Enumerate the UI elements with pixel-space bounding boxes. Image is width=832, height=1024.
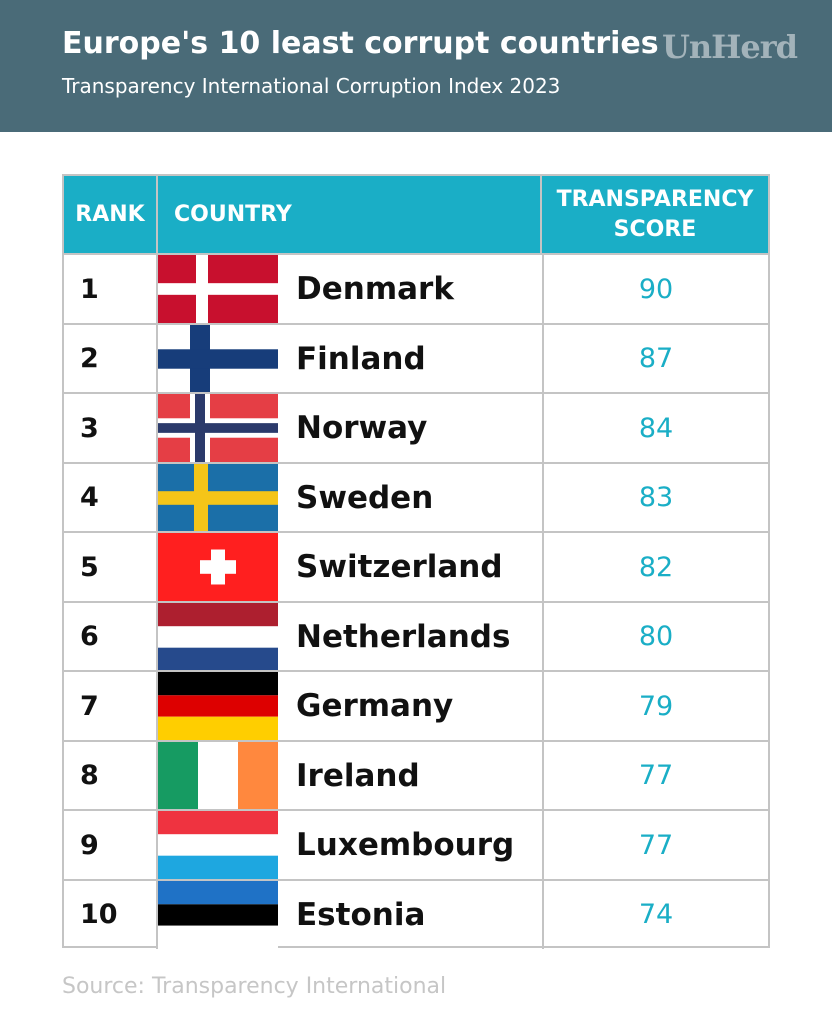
score-cell: 79: [542, 672, 768, 740]
table-row: 4 Sweden 83: [64, 461, 768, 532]
table-row: 8 Ireland 77: [64, 739, 768, 810]
rank-cell: 1: [64, 255, 158, 323]
country-cell: Germany: [296, 688, 454, 724]
germany-flag-icon: [158, 672, 278, 740]
table-header: RANK COUNTRY TRANSPARENCY SCORE: [64, 176, 768, 253]
page-subtitle: Transparency International Corruption In…: [62, 74, 561, 98]
country-cell: Finland: [296, 340, 426, 377]
source-note: Source: Transparency International: [62, 974, 447, 999]
table-row: 3 Norway 84: [64, 392, 768, 462]
table-row: 9 Luxembourg 77: [64, 809, 768, 879]
country-cell: Netherlands: [296, 618, 511, 655]
score-cell: 87: [542, 324, 768, 393]
column-header-score: TRANSPARENCY SCORE: [542, 176, 768, 253]
table-row: 10 Estonia 74: [64, 878, 768, 949]
table-row: 2 Finland 87: [64, 322, 768, 393]
sweden-flag-icon: [158, 463, 278, 532]
table-row: 6 Netherlands 80: [64, 600, 768, 671]
country-cell: Denmark: [296, 271, 454, 307]
table-row: 1 Denmark 90: [64, 253, 768, 323]
score-cell: 83: [542, 463, 768, 532]
column-header-score-line2: SCORE: [613, 216, 697, 242]
country-cell: Norway: [296, 410, 428, 446]
page-title: Europe's 10 least corrupt countries: [62, 26, 659, 61]
norway-flag-icon: [158, 394, 278, 462]
ranking-table: RANK COUNTRY TRANSPARENCY SCORE 1 Denmark…: [62, 174, 770, 949]
score-cell: 82: [542, 533, 768, 601]
estonia-flag-icon: [158, 880, 278, 949]
denmark-flag-icon: [158, 255, 278, 323]
rank-cell: 6: [64, 602, 158, 671]
table-row: 5 Switzerland 82: [64, 531, 768, 601]
ireland-flag-icon: [158, 741, 278, 810]
score-cell: 84: [542, 394, 768, 462]
column-header-country: COUNTRY: [158, 176, 542, 253]
score-cell: 80: [542, 602, 768, 671]
column-header-rank: RANK: [64, 176, 158, 253]
unherd-logo: UnHerd: [662, 28, 798, 66]
switzerland-flag-icon: [158, 533, 278, 601]
rank-cell: 3: [64, 394, 158, 462]
header-banner: Europe's 10 least corrupt countries Tran…: [0, 0, 832, 132]
rank-cell: 2: [64, 324, 158, 393]
column-header-score-line1: TRANSPARENCY: [556, 186, 754, 212]
netherlands-flag-icon: [158, 602, 278, 671]
finland-flag-icon: [158, 324, 278, 393]
rank-cell: 9: [64, 811, 158, 879]
luxembourg-flag-icon: [158, 811, 278, 879]
country-cell: Luxembourg: [296, 827, 515, 863]
score-cell: 90: [542, 255, 768, 323]
rank-cell: 4: [64, 463, 158, 532]
country-cell: Ireland: [296, 757, 420, 794]
table-row: 7 Germany 79: [64, 670, 768, 740]
score-cell: 77: [542, 811, 768, 879]
rank-cell: 5: [64, 533, 158, 601]
country-cell: Estonia: [296, 896, 426, 933]
rank-cell: 7: [64, 672, 158, 740]
country-cell: Switzerland: [296, 549, 503, 585]
country-cell: Sweden: [296, 479, 434, 516]
rank-cell: 10: [64, 880, 158, 949]
score-cell: 74: [542, 880, 768, 949]
rank-cell: 8: [64, 741, 158, 810]
score-cell: 77: [542, 741, 768, 810]
